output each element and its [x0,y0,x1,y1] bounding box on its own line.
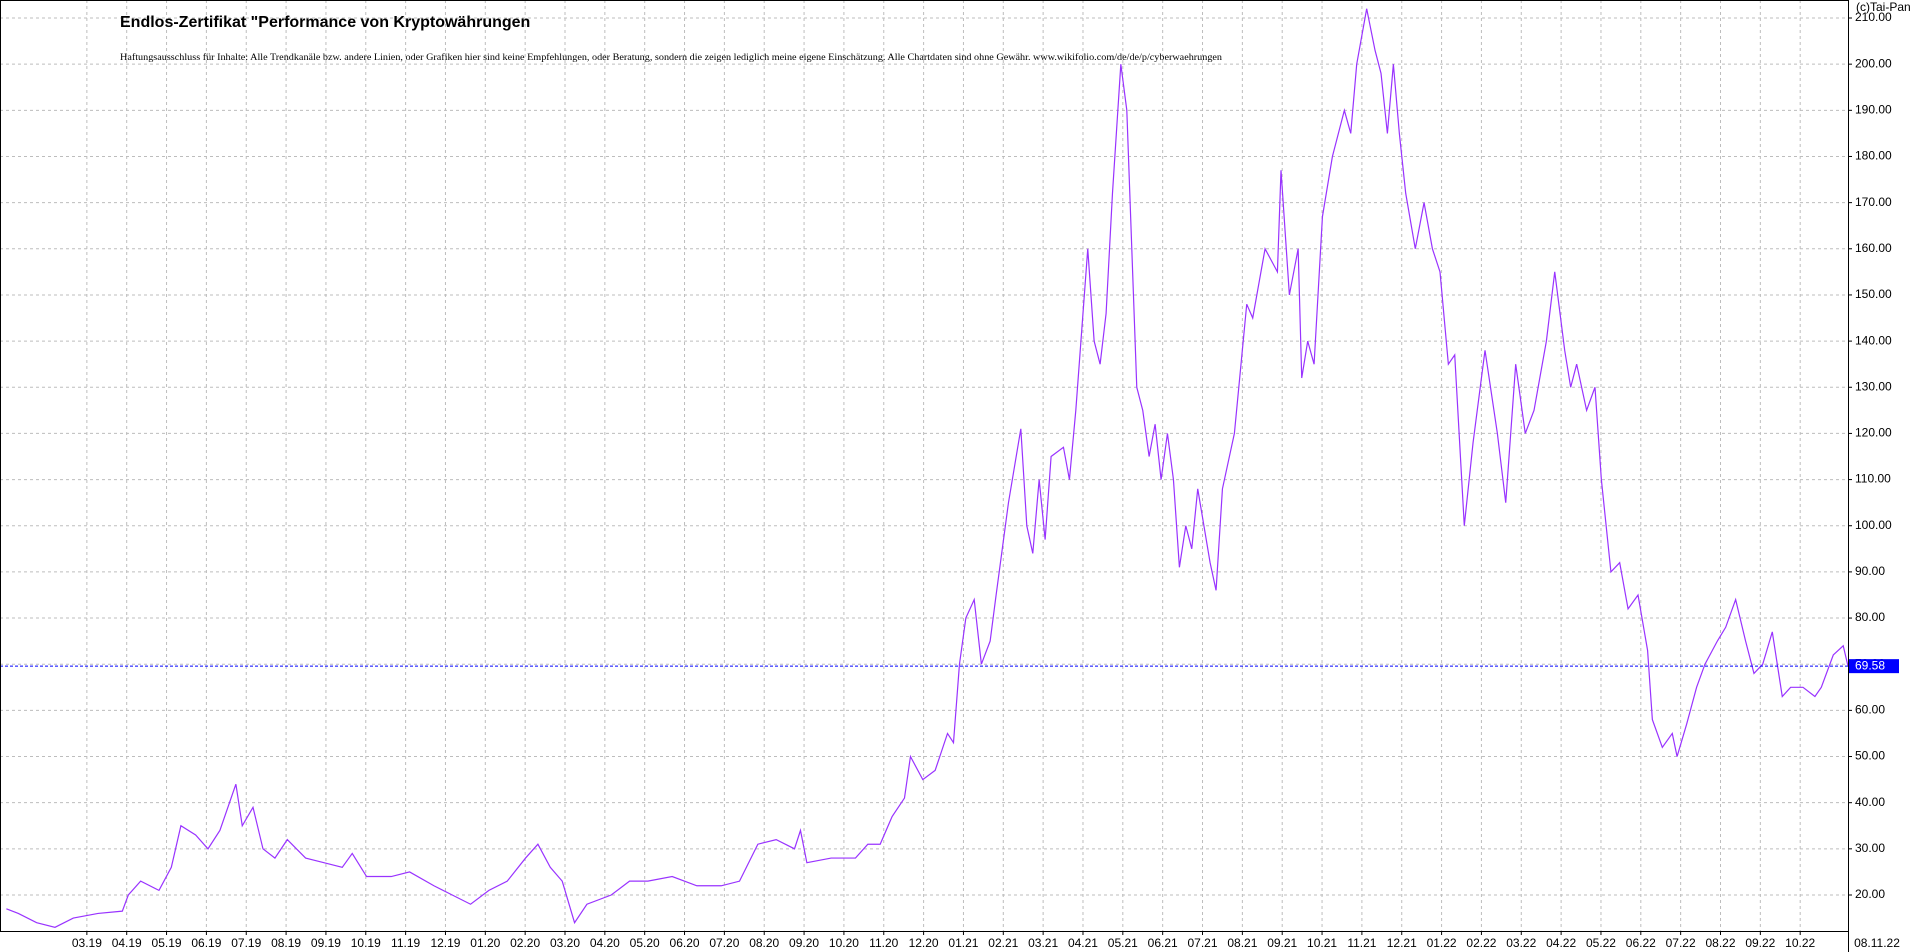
y-tick-label: 30.00 [1855,841,1885,855]
x-tick-label: 10.22 [1785,936,1815,950]
x-tick-label: 03.20 [550,936,580,950]
x-tick-label: 02.21 [988,936,1018,950]
x-tick-label: 06.21 [1148,936,1178,950]
y-tick-label: 120.00 [1855,426,1892,440]
y-tick-label: 80.00 [1855,610,1885,624]
price-line [6,8,1849,928]
x-tick-label: 10.20 [829,936,859,950]
x-tick-label: 10.21 [1307,936,1337,950]
x-tick-label: 02.22 [1466,936,1496,950]
x-tick-label: 05.21 [1108,936,1138,950]
watermark: (c)Tai-Pan [1856,0,1911,14]
y-tick-label: 190.00 [1855,102,1892,116]
x-tick-label: 01.22 [1427,936,1457,950]
last-date: 08.11.22 [1854,936,1900,950]
y-tick-label: 100.00 [1855,518,1892,532]
y-tick-label: 20.00 [1855,887,1885,901]
x-tick-label: 09.21 [1267,936,1297,950]
x-tick-label: 04.21 [1068,936,1098,950]
x-tick-label: 12.21 [1387,936,1417,950]
x-tick-label: 07.20 [709,936,739,950]
x-tick-label: 05.19 [152,936,182,950]
y-tick-label: 110.00 [1855,472,1891,486]
x-tick-label: 11.20 [869,936,898,950]
last-value-label: 69.58 [1855,658,1885,672]
x-tick-label: 11.21 [1347,936,1376,950]
x-tick-label: 07.21 [1187,936,1217,950]
x-tick-label: 08.20 [749,936,779,950]
x-tick-label: 04.19 [112,936,142,950]
x-tick-label: 06.22 [1626,936,1656,950]
y-tick-label: 180.00 [1855,149,1892,163]
y-tick-label: 90.00 [1855,564,1885,578]
x-tick-label: 08.21 [1227,936,1257,950]
y-tick-label: 210.00 [1855,10,1892,24]
x-tick-label: 03.19 [72,936,102,950]
x-tick-label: 09.22 [1745,936,1775,950]
marks [0,8,1849,928]
x-tick-label: 05.22 [1586,936,1616,950]
x-tick-label: 04.20 [590,936,620,950]
y-tick-label: 170.00 [1855,195,1892,209]
y-tick-label: 140.00 [1855,333,1892,347]
x-tick-label: 03.22 [1506,936,1536,950]
x-tick-label: 05.20 [630,936,660,950]
y-tick-label: 160.00 [1855,241,1892,255]
x-tick-label: 11.19 [391,936,420,950]
x-tick-label: 06.19 [191,936,221,950]
x-tick-label: 08.19 [271,936,301,950]
x-tick-label: 07.22 [1666,936,1696,950]
chart-title: Endlos-Zertifikat "Performance von Krypt… [120,14,530,31]
x-tick-label: 06.20 [670,936,700,950]
x-tick-label: 03.21 [1028,936,1058,950]
x-tick-label: 01.20 [470,936,500,950]
y-tick-label: 60.00 [1855,703,1885,717]
x-tick-label: 08.22 [1705,936,1735,950]
last-value-box [1849,659,1899,674]
x-tick-label: 10.19 [351,936,381,950]
y-tick-label: 40.00 [1855,795,1885,809]
y-tick-label: 50.00 [1855,749,1885,763]
y-tick-label: 200.00 [1855,56,1892,70]
y-tick-label: 130.00 [1855,379,1892,393]
x-tick-label: 12.20 [909,936,939,950]
x-tick-label: 12.19 [430,936,460,950]
x-tick-label: 07.19 [231,936,261,950]
x-tick-label: 02.20 [510,936,540,950]
x-tick-label: 09.19 [311,936,341,950]
y-tick-label: 150.00 [1855,287,1892,301]
grid [0,0,1848,931]
x-tick-label: 04.22 [1546,936,1576,950]
x-tick-label: 01.21 [948,936,978,950]
disclaimer: Haftungsausschluss für Inhalte: Alle Tre… [120,52,1222,63]
x-tick-label: 09.20 [789,936,819,950]
